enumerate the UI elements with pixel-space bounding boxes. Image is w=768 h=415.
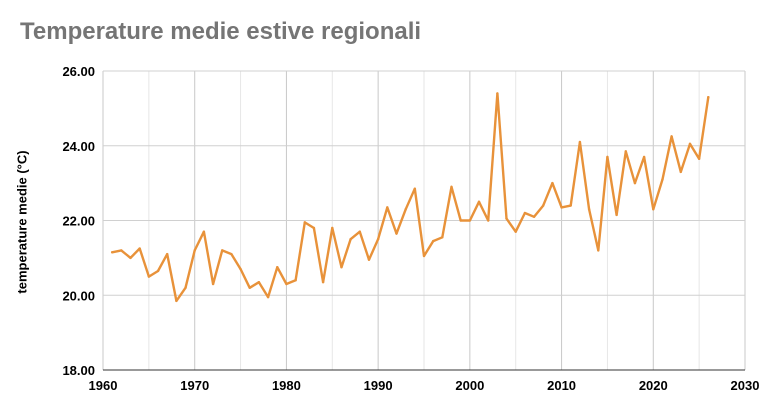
data-point [542, 204, 545, 207]
x-tick-label: 1980 [272, 378, 301, 393]
data-point [129, 256, 132, 260]
data-point [587, 208, 591, 211]
data-point [514, 230, 517, 233]
data-point [468, 219, 472, 222]
data-point [523, 211, 527, 215]
data-point [597, 249, 600, 252]
data-point [697, 157, 701, 161]
x-tick-label: 1960 [89, 378, 118, 393]
data-point [413, 187, 417, 190]
data-point [340, 266, 343, 269]
y-tick-label: 22.00 [62, 214, 95, 229]
data-point [248, 286, 251, 289]
data-point [606, 155, 609, 159]
data-point [358, 230, 361, 233]
y-tick-label: 20.00 [62, 288, 95, 303]
data-point [551, 181, 554, 185]
data-point [230, 252, 233, 256]
data-point [312, 226, 316, 230]
data-point [367, 258, 371, 261]
x-tick-label: 2030 [731, 378, 760, 393]
data-point [661, 178, 664, 181]
data-point [184, 286, 187, 289]
data-point [349, 237, 352, 241]
data-point [266, 295, 270, 299]
data-point [404, 208, 407, 211]
data-point [156, 269, 160, 273]
y-tick-label: 24.00 [62, 139, 95, 154]
data-point [276, 266, 279, 269]
x-tick-label: 2020 [639, 378, 668, 393]
x-tick-label: 1970 [180, 378, 209, 393]
series-group [110, 92, 710, 303]
y-axis-ticks: 18.00 20.00 22.00 24.00 26.00 [62, 64, 95, 378]
y-tick-label: 26.00 [62, 64, 95, 79]
x-tick-label: 2010 [547, 378, 576, 393]
data-point [386, 206, 389, 209]
data-point [239, 267, 242, 271]
data-point [450, 185, 453, 189]
data-point [257, 280, 261, 284]
data-point [652, 208, 655, 211]
data-point [211, 282, 215, 286]
data-point [569, 204, 572, 207]
x-axis-ticks: 1960 1970 1980 1990 2000 2010 2020 2030 [89, 378, 760, 393]
x-tick-label: 2000 [455, 378, 484, 393]
data-point [477, 200, 481, 204]
chart-title: Temperature medie estive regionali [20, 18, 422, 45]
data-point [138, 247, 141, 250]
data-point [441, 236, 444, 239]
data-point [532, 215, 536, 218]
data-point [633, 181, 637, 185]
data-point [688, 142, 692, 146]
data-point [615, 213, 618, 217]
y-tick-label: 18.00 [62, 363, 95, 378]
data-point [395, 232, 398, 235]
data-point [285, 282, 288, 286]
data-point [624, 150, 627, 153]
data-point [505, 217, 508, 220]
data-point [422, 254, 426, 258]
data-point [331, 226, 334, 230]
series-line [110, 92, 710, 303]
data-point [679, 170, 682, 174]
data-point [496, 92, 499, 95]
data-point [642, 155, 646, 159]
data-point [110, 251, 114, 254]
x-tick-label: 1990 [364, 378, 393, 393]
data-point [707, 95, 710, 99]
data-point [202, 230, 206, 233]
data-point [193, 249, 196, 252]
data-point [147, 275, 151, 278]
data-point [175, 299, 178, 303]
data-point [670, 135, 673, 138]
data-point [321, 280, 325, 284]
data-point [303, 221, 306, 224]
data-point [560, 206, 563, 209]
data-point [487, 219, 490, 222]
grid-lines [102, 70, 746, 371]
data-point [459, 219, 462, 222]
data-point [431, 239, 435, 243]
data-point [166, 252, 169, 256]
data-point [578, 140, 582, 144]
data-point [294, 279, 297, 282]
data-point [120, 249, 123, 252]
data-point [221, 249, 224, 252]
data-point [376, 237, 380, 241]
